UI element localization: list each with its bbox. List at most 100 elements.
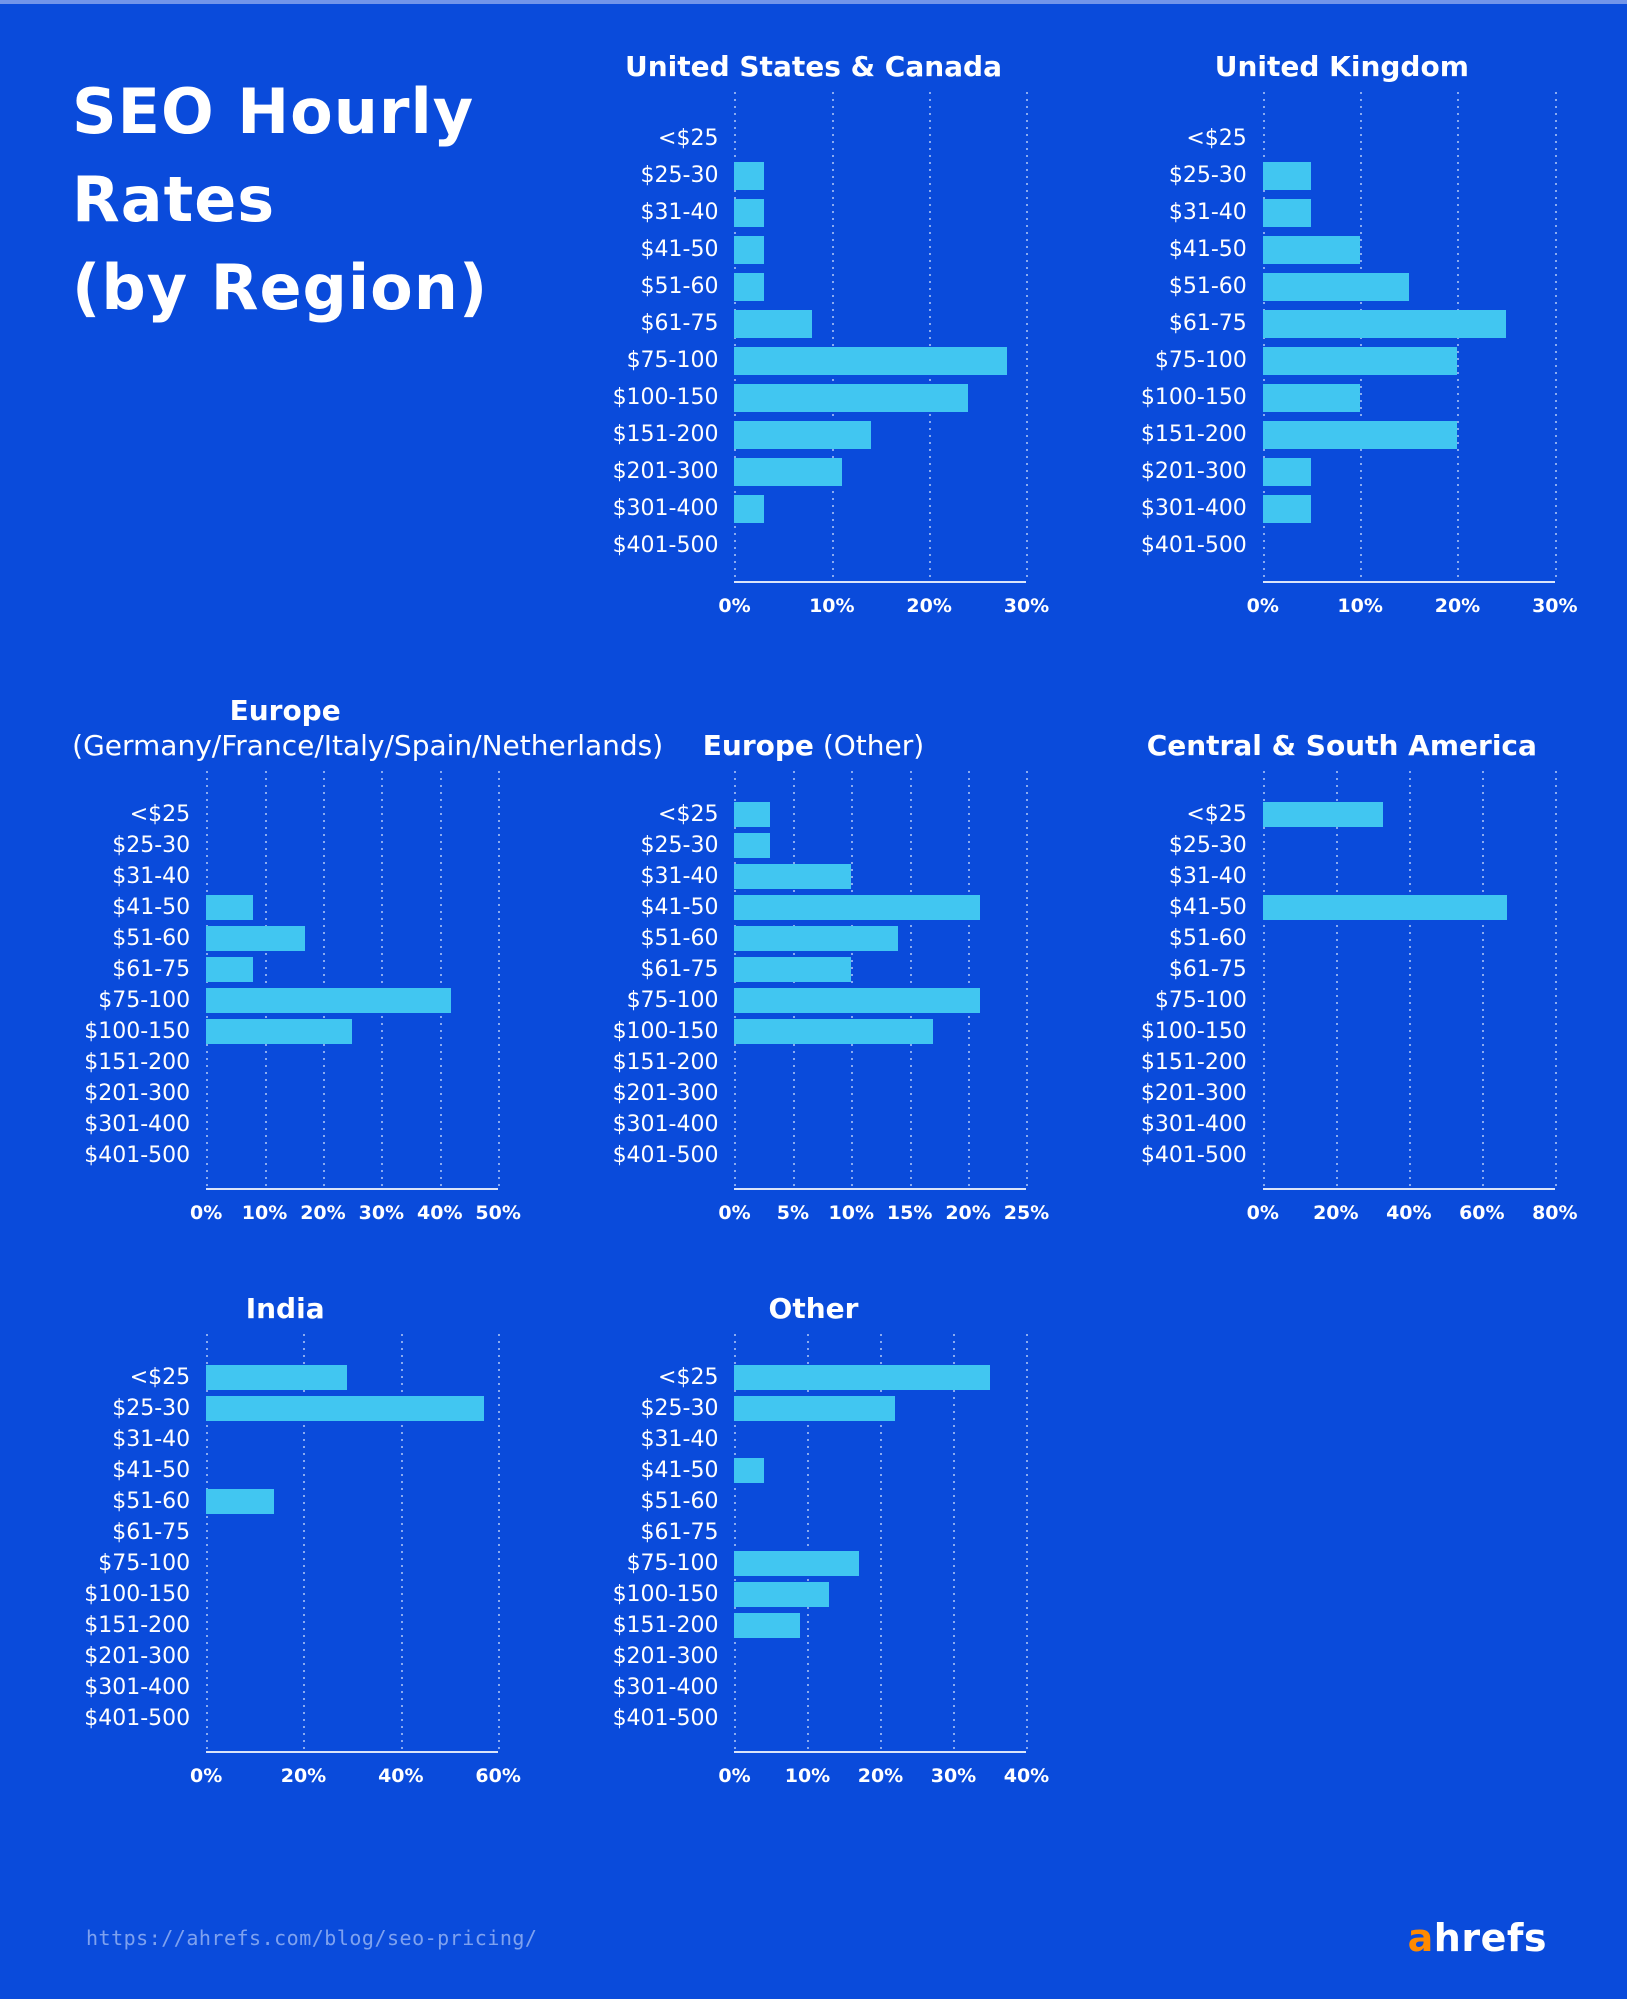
bars-track xyxy=(206,771,501,1190)
bar xyxy=(734,161,764,190)
plot-area: <$25 $25-30 $31-40 $41-50 $51-60 $61-75 $75-10… xyxy=(72,1334,501,1753)
chart-europe-germany-france-italy-spain-netherlands: Europe (Germany/France/Italy/Spain/Nethe… xyxy=(72,675,663,1228)
x-tick-label: 20% xyxy=(906,595,952,617)
bar-row xyxy=(1262,892,1555,923)
category-label: $51-60 xyxy=(640,1489,719,1514)
category-label: $61-75 xyxy=(640,311,719,336)
bar xyxy=(734,1365,990,1390)
category-label: $301-400 xyxy=(612,496,719,521)
bar-row xyxy=(734,194,1026,231)
chart-title: Other xyxy=(600,1282,1026,1326)
bar-row xyxy=(734,490,1026,527)
category-label: <$25 xyxy=(658,802,719,827)
bar xyxy=(734,1551,859,1576)
bar-row xyxy=(206,1424,498,1455)
bar xyxy=(734,1019,934,1044)
category-label: $75-100 xyxy=(98,988,191,1013)
category-label: $31-40 xyxy=(640,1427,719,1452)
category-label: $100-150 xyxy=(1140,1019,1247,1044)
chart-india: India <$25 $25-30 $31-40 $41-50 $51-60 $61-75… xyxy=(72,1282,521,1791)
category-label: $25-30 xyxy=(640,833,719,858)
bar xyxy=(1262,309,1507,338)
category-label: $31-40 xyxy=(112,864,191,889)
category-label: $401-500 xyxy=(612,1143,719,1168)
category-label: $51-60 xyxy=(1168,926,1247,951)
x-tick-label: 20% xyxy=(1434,595,1481,617)
gridline xyxy=(1554,771,1557,1188)
category-label: $401-500 xyxy=(84,1143,191,1168)
x-tick-label: 10% xyxy=(784,1765,831,1787)
category-label: $41-50 xyxy=(640,1458,719,1483)
bar xyxy=(206,957,253,982)
bar-row xyxy=(206,1109,498,1140)
bar xyxy=(734,988,980,1013)
x-tick-label: 0% xyxy=(190,1765,223,1787)
main-title-line-3: (by Region) xyxy=(72,251,489,325)
plot-area: <$25 $25-30 $31-40 $41-50 $51-60 $61-75 $75-10… xyxy=(72,771,501,1190)
chart-other: Other <$25 $25-30 $31-40 $41-50 $51-60 $61-75… xyxy=(600,1282,1050,1791)
bars-track xyxy=(734,1334,1029,1753)
x-tick-label: 20% xyxy=(857,1765,904,1787)
gridline xyxy=(953,1334,956,1751)
bar-row xyxy=(734,1641,1026,1672)
bar-row xyxy=(206,1548,498,1579)
chart-title: India xyxy=(72,1282,498,1326)
gridline xyxy=(381,771,384,1188)
bar xyxy=(734,895,980,920)
x-tick-label: 25% xyxy=(1003,1202,1050,1224)
bar xyxy=(734,383,969,412)
plot-area: <$25 $25-30 $31-40 $41-50 $51-60 $61-75 $75-10… xyxy=(1129,771,1557,1190)
bar-row xyxy=(1262,157,1555,194)
category-label: $75-100 xyxy=(1154,988,1247,1013)
bar-row xyxy=(206,1486,498,1517)
bars-track xyxy=(206,1334,501,1753)
category-label: $201-300 xyxy=(1140,1081,1247,1106)
category-label: $41-50 xyxy=(112,1458,191,1483)
x-tick-label: 40% xyxy=(417,1202,463,1224)
bar-row xyxy=(734,1455,1026,1486)
bar-row xyxy=(734,1393,1026,1424)
x-tick-label: 80% xyxy=(1532,1202,1578,1224)
bar-row xyxy=(206,892,498,923)
bar-row xyxy=(734,1579,1026,1610)
gridline xyxy=(1554,92,1557,581)
category-label: $151-200 xyxy=(612,422,719,447)
bar xyxy=(206,926,306,951)
category-label: $51-60 xyxy=(640,926,719,951)
bar-row xyxy=(1263,1016,1555,1047)
category-label: $31-40 xyxy=(1168,864,1247,889)
x-tick-label: 30% xyxy=(1532,595,1578,617)
bar xyxy=(734,1582,830,1607)
gridline xyxy=(909,771,912,1188)
category-label: $401-500 xyxy=(84,1706,191,1731)
chart-europe-other: Europe (Other) <$25 $25-30 $31-40 $41-50 $51… xyxy=(600,675,1050,1228)
category-label: $25-30 xyxy=(112,833,191,858)
category-label: $51-60 xyxy=(640,274,719,299)
x-tick-label: 0% xyxy=(1246,595,1279,617)
category-label: $61-75 xyxy=(640,1520,719,1545)
category-labels-column: <$25 $25-30 $31-40 $41-50 $51-60 $61-75 $75-10… xyxy=(72,771,206,1190)
bar-row xyxy=(1263,527,1555,564)
bar-row xyxy=(734,527,1026,564)
bar xyxy=(734,494,764,523)
x-axis: 0% 20% 40% 60% xyxy=(190,1753,521,1791)
category-label: $301-400 xyxy=(612,1112,719,1137)
bar-row xyxy=(206,1140,498,1171)
chart-title: United Kingdom xyxy=(1129,40,1555,84)
bar-row xyxy=(734,1424,1026,1455)
bar-row xyxy=(734,157,1026,194)
bars-track xyxy=(734,771,1029,1190)
x-tick-label: 10% xyxy=(241,1202,288,1224)
bar-row xyxy=(1262,231,1555,268)
x-tick-label: 15% xyxy=(886,1202,933,1224)
gridline xyxy=(400,1334,403,1751)
x-tick-label: 30% xyxy=(358,1202,405,1224)
ahrefs-logo: ahrefs xyxy=(1408,1919,1547,1957)
bar-row xyxy=(206,830,498,861)
bar-row xyxy=(206,1672,498,1703)
x-axis: 0% 5% 10% 15% 20% 25% xyxy=(718,1190,1049,1228)
bar-row xyxy=(734,379,1026,416)
bar-row xyxy=(1263,1078,1555,1109)
category-label: <$25 xyxy=(658,126,719,151)
bar-row xyxy=(206,1517,498,1548)
